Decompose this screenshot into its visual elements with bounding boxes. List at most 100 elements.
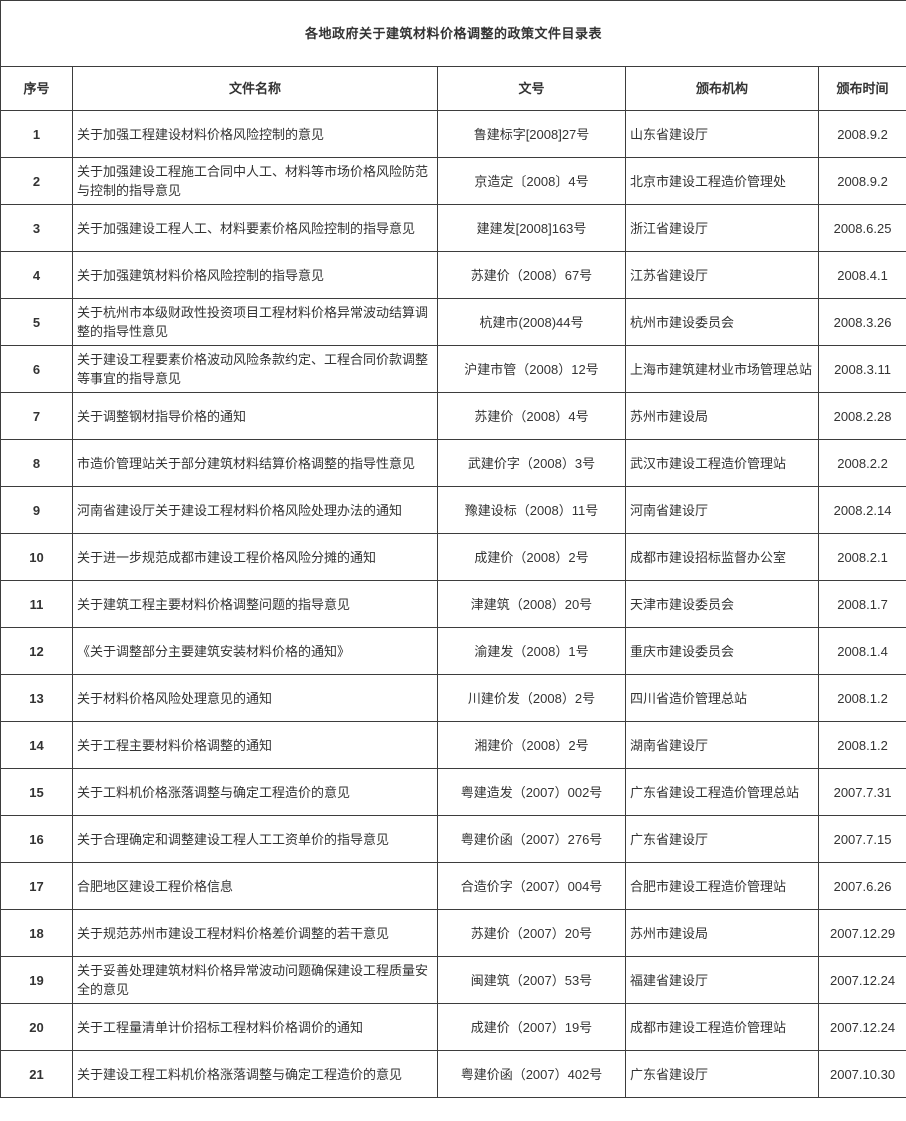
table-row: 5 关于杭州市本级财政性投资项目工程材料价格异常波动结算调整的指导性意见 杭建市(2… xyxy=(0,298,906,346)
cell-document-name: 关于工程主要材料价格调整的通知 xyxy=(72,721,438,769)
table-row: 7 关于调整钢材指导价格的通知 苏建价（2008）4号 苏州市建设局 2008.2.28 xyxy=(0,392,906,440)
cell-issue-date: 2007.6.26 xyxy=(817,862,906,910)
cell-index: 13 xyxy=(0,674,73,722)
cell-issue-date: 2008.2.1 xyxy=(817,533,906,581)
table-row: 19 关于妥善处理建筑材料价格异常波动问题确保建设工程质量安全的意见 闽建筑（200… xyxy=(0,956,906,1004)
header-name: 文件名称 xyxy=(72,66,438,111)
cell-issuing-agency: 江苏省建设厅 xyxy=(625,251,819,299)
cell-document-number: 京造定〔2008〕4号 xyxy=(437,157,626,205)
cell-issuing-agency: 武汉市建设工程造价管理站 xyxy=(625,439,819,487)
header-date: 颁布时间 xyxy=(817,66,906,111)
table-row: 10 关于进一步规范成都市建设工程价格风险分摊的通知 成建价（2008）2号 成都市建… xyxy=(0,533,906,581)
table-row: 4 关于加强建筑材料价格风险控制的指导意见 苏建价（2008）67号 江苏省建设厅 20… xyxy=(0,251,906,299)
cell-document-number: 沪建市管（2008）12号 xyxy=(437,345,626,393)
cell-document-number: 合造价字（2007）004号 xyxy=(437,862,626,910)
cell-document-number: 粤建造发（2007）002号 xyxy=(437,768,626,816)
cell-issue-date: 2008.3.26 xyxy=(817,298,906,346)
cell-document-number: 建建发[2008]163号 xyxy=(437,204,626,252)
table-row: 1 关于加强工程建设材料价格风险控制的意见 鲁建标字[2008]27号 山东省建设厅 2… xyxy=(0,110,906,158)
header-docno: 文号 xyxy=(437,66,626,111)
cell-document-name: 河南省建设厅关于建设工程材料价格风险处理办法的通知 xyxy=(72,486,438,534)
cell-issuing-agency: 山东省建设厅 xyxy=(625,110,819,158)
title-row: 各地政府关于建筑材料价格调整的政策文件目录表 xyxy=(0,0,906,67)
cell-index: 14 xyxy=(0,721,73,769)
cell-issue-date: 2008.1.4 xyxy=(817,627,906,675)
cell-issue-date: 2007.12.24 xyxy=(817,956,906,1004)
cell-document-name: 关于进一步规范成都市建设工程价格风险分摊的通知 xyxy=(72,533,438,581)
cell-document-number: 苏建价（2007）20号 xyxy=(437,909,626,957)
cell-document-name: 《关于调整部分主要建筑安装材料价格的通知》 xyxy=(72,627,438,675)
cell-issuing-agency: 重庆市建设委员会 xyxy=(625,627,819,675)
cell-document-name: 关于加强建设工程施工合同中人工、材料等市场价格风险防范与控制的指导意见 xyxy=(72,157,438,205)
cell-document-name: 市造价管理站关于部分建筑材料结算价格调整的指导性意见 xyxy=(72,439,438,487)
cell-issue-date: 2007.12.24 xyxy=(817,1003,906,1051)
cell-document-name: 关于工程量清单计价招标工程材料价格调价的通知 xyxy=(72,1003,438,1051)
cell-document-name: 合肥地区建设工程价格信息 xyxy=(72,862,438,910)
cell-issuing-agency: 广东省建设厅 xyxy=(625,1050,819,1098)
table-row: 3 关于加强建设工程人工、材料要素价格风险控制的指导意见 建建发[2008]163号… xyxy=(0,204,906,252)
cell-index: 1 xyxy=(0,110,73,158)
cell-issuing-agency: 成都市建设工程造价管理站 xyxy=(625,1003,819,1051)
cell-document-name: 关于工料机价格涨落调整与确定工程造价的意见 xyxy=(72,768,438,816)
table-row: 11 关于建筑工程主要材料价格调整问题的指导意见 津建筑（2008）20号 天津市建设… xyxy=(0,580,906,628)
cell-index: 2 xyxy=(0,157,73,205)
table-title: 各地政府关于建筑材料价格调整的政策文件目录表 xyxy=(0,0,906,67)
cell-issue-date: 2008.3.11 xyxy=(817,345,906,393)
cell-index: 16 xyxy=(0,815,73,863)
cell-issuing-agency: 广东省建设工程造价管理总站 xyxy=(625,768,819,816)
cell-issuing-agency: 福建省建设厅 xyxy=(625,956,819,1004)
cell-document-name: 关于建设工程工料机价格涨落调整与确定工程造价的意见 xyxy=(72,1050,438,1098)
cell-index: 9 xyxy=(0,486,73,534)
table-row: 2 关于加强建设工程施工合同中人工、材料等市场价格风险防范与控制的指导意见 京造定〔… xyxy=(0,157,906,205)
cell-index: 3 xyxy=(0,204,73,252)
cell-issuing-agency: 广东省建设厅 xyxy=(625,815,819,863)
cell-document-name: 关于加强工程建设材料价格风险控制的意见 xyxy=(72,110,438,158)
cell-document-number: 津建筑（2008）20号 xyxy=(437,580,626,628)
table-body: 1 关于加强工程建设材料价格风险控制的意见 鲁建标字[2008]27号 山东省建设厅 2… xyxy=(0,110,906,1098)
cell-document-number: 成建价（2008）2号 xyxy=(437,533,626,581)
cell-document-number: 豫建设标（2008）11号 xyxy=(437,486,626,534)
table-head: 各地政府关于建筑材料价格调整的政策文件目录表 序号 文件名称 文号 颁布机构 颁… xyxy=(0,0,906,111)
cell-issuing-agency: 成都市建设招标监督办公室 xyxy=(625,533,819,581)
cell-index: 6 xyxy=(0,345,73,393)
cell-issue-date: 2008.2.28 xyxy=(817,392,906,440)
cell-document-number: 湘建价（2008）2号 xyxy=(437,721,626,769)
table-row: 17 合肥地区建设工程价格信息 合造价字（2007）004号 合肥市建设工程造价管理站… xyxy=(0,862,906,910)
cell-issue-date: 2008.1.7 xyxy=(817,580,906,628)
cell-index: 8 xyxy=(0,439,73,487)
cell-issuing-agency: 合肥市建设工程造价管理站 xyxy=(625,862,819,910)
table-row: 20 关于工程量清单计价招标工程材料价格调价的通知 成建价（2007）19号 成都市建… xyxy=(0,1003,906,1051)
cell-document-number: 川建价发（2008）2号 xyxy=(437,674,626,722)
cell-document-name: 关于加强建设工程人工、材料要素价格风险控制的指导意见 xyxy=(72,204,438,252)
cell-document-name: 关于规范苏州市建设工程材料价格差价调整的若干意见 xyxy=(72,909,438,957)
cell-index: 21 xyxy=(0,1050,73,1098)
cell-document-name: 关于建设工程要素价格波动风险条款约定、工程合同价款调整等事宜的指导意见 xyxy=(72,345,438,393)
cell-index: 17 xyxy=(0,862,73,910)
cell-document-name: 关于材料价格风险处理意见的通知 xyxy=(72,674,438,722)
cell-index: 15 xyxy=(0,768,73,816)
table-row: 9 河南省建设厅关于建设工程材料价格风险处理办法的通知 豫建设标（2008）11号河… xyxy=(0,486,906,534)
cell-issue-date: 2008.9.2 xyxy=(817,110,906,158)
cell-document-number: 闽建筑（2007）53号 xyxy=(437,956,626,1004)
cell-issuing-agency: 河南省建设厅 xyxy=(625,486,819,534)
table-row: 16 关于合理确定和调整建设工程人工工资单价的指导意见 粤建价函（2007）276号… xyxy=(0,815,906,863)
cell-document-number: 粤建价函（2007）402号 xyxy=(437,1050,626,1098)
table-row: 12 《关于调整部分主要建筑安装材料价格的通知》 渝建发（2008）1号 重庆市建设委… xyxy=(0,627,906,675)
cell-document-name: 关于妥善处理建筑材料价格异常波动问题确保建设工程质量安全的意见 xyxy=(72,956,438,1004)
cell-document-name: 关于杭州市本级财政性投资项目工程材料价格异常波动结算调整的指导性意见 xyxy=(72,298,438,346)
cell-index: 18 xyxy=(0,909,73,957)
table-row: 13 关于材料价格风险处理意见的通知 川建价发（2008）2号 四川省造价管理总站 20… xyxy=(0,674,906,722)
cell-document-name: 关于建筑工程主要材料价格调整问题的指导意见 xyxy=(72,580,438,628)
cell-document-name: 关于加强建筑材料价格风险控制的指导意见 xyxy=(72,251,438,299)
cell-issuing-agency: 杭州市建设委员会 xyxy=(625,298,819,346)
cell-document-number: 苏建价（2008）4号 xyxy=(437,392,626,440)
cell-index: 11 xyxy=(0,580,73,628)
cell-issue-date: 2007.7.15 xyxy=(817,815,906,863)
cell-document-number: 杭建市(2008)44号 xyxy=(437,298,626,346)
table-row: 15 关于工料机价格涨落调整与确定工程造价的意见 粤建造发（2007）002号 广东省… xyxy=(0,768,906,816)
table-row: 21 关于建设工程工料机价格涨落调整与确定工程造价的意见 粤建价函（2007）402… xyxy=(0,1050,906,1098)
cell-index: 20 xyxy=(0,1003,73,1051)
cell-issue-date: 2008.9.2 xyxy=(817,157,906,205)
header-row: 序号 文件名称 文号 颁布机构 颁布时间 xyxy=(0,66,906,111)
